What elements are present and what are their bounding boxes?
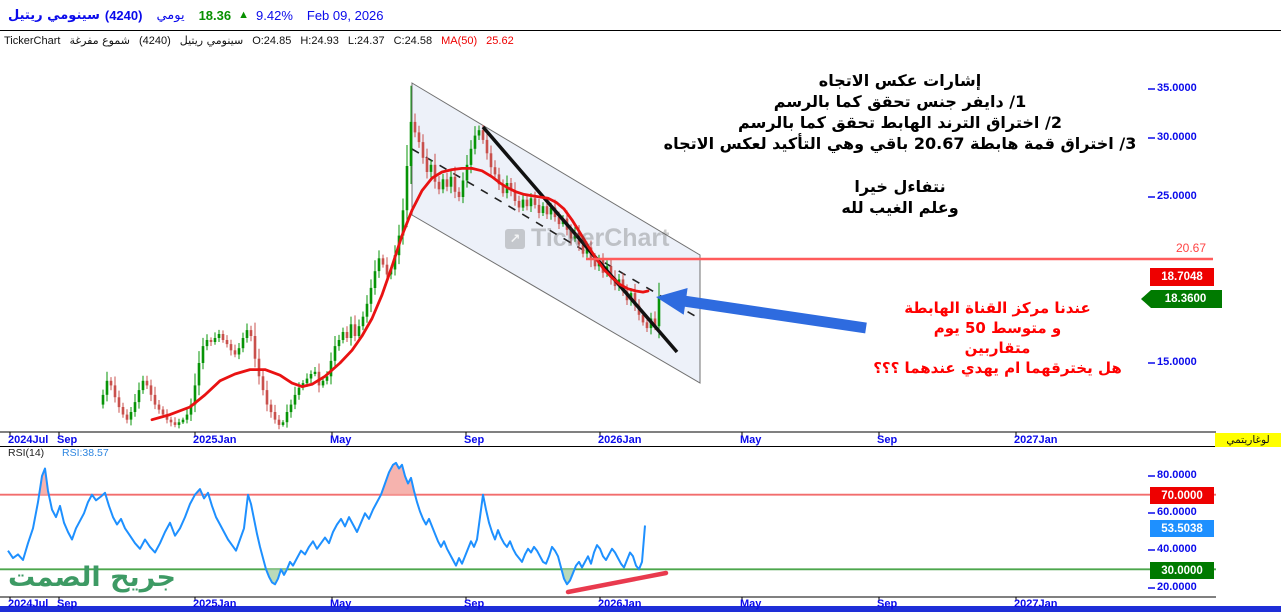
convergence-note: عندنا مركز القناة الهابطة و متوسط 50 يوم… bbox=[845, 298, 1150, 378]
rsi-indicator-label: RSI(14) bbox=[8, 447, 45, 459]
rsi-axis-label: 80.0000 bbox=[1157, 469, 1197, 481]
low-value: L:24.37 bbox=[347, 34, 385, 47]
divider-line bbox=[0, 30, 1281, 31]
rsi-overbought-marker: 70.0000 bbox=[1150, 487, 1214, 504]
ma-price-marker: 18.7048 bbox=[1150, 268, 1214, 286]
x-axis-label: 2026Jan bbox=[598, 598, 642, 610]
rsi-oversold-marker: 30.0000 bbox=[1150, 562, 1214, 579]
x-axis-label: Sep bbox=[877, 433, 898, 446]
close-value: C:24.58 bbox=[393, 34, 433, 47]
instrument-code: (4240) bbox=[138, 34, 171, 47]
x-axis-label: Sep bbox=[464, 598, 485, 610]
x-axis-label: May bbox=[330, 598, 352, 610]
signals-annotation: إشارات عكس الاتجاه 1/ دايفر جنس تحقق كما… bbox=[650, 70, 1150, 218]
ticker-code: (4240) bbox=[104, 7, 143, 23]
x-axis-label: 2025Jan bbox=[193, 433, 237, 446]
resistance-price-label: 20.67 bbox=[1176, 241, 1207, 255]
tickerchart-logo-icon: ↗ bbox=[505, 228, 525, 249]
x-axis-label: 2026Jan bbox=[598, 433, 642, 446]
optimism-line-1: نتفاءل خيرا bbox=[854, 177, 946, 196]
x-axis-label: 2027Jan bbox=[1014, 433, 1058, 446]
window-bottom-bar bbox=[0, 606, 1281, 612]
ma-value: 25.62 bbox=[486, 34, 514, 47]
note-line-4: هل يخترقهما ام يهدي عندهما ؟؟؟ bbox=[873, 359, 1122, 377]
x-axis-label: May bbox=[330, 433, 352, 446]
rsi-value-marker: 53.5038 bbox=[1150, 520, 1214, 537]
up-triangle-icon: ▲ bbox=[238, 9, 250, 21]
note-line-2: و متوسط 50 يوم bbox=[933, 319, 1062, 337]
signal-1: 1/ دايفر جنس تحقق كما بالرسم bbox=[773, 92, 1027, 111]
signal-2: 2/ اختراق الترند الهابط تحقق كما بالرسم bbox=[738, 113, 1062, 132]
change-percent: 9.42% bbox=[256, 7, 293, 23]
x-axis-label: May bbox=[740, 598, 762, 610]
optimism-line-2: وعلم الغيب لله bbox=[841, 198, 959, 217]
x-axis-label: Sep bbox=[877, 598, 898, 610]
chart-style-label: شموع مفرغة bbox=[69, 34, 130, 47]
rsi-axis-label: 40.0000 bbox=[1157, 543, 1197, 555]
price-axis-label: 25.0000 bbox=[1157, 190, 1197, 202]
instrument-name: سينومي ريتيل bbox=[179, 34, 244, 47]
x-axis-label: Sep bbox=[57, 433, 78, 446]
user-watermark: جريح الصمت bbox=[8, 562, 176, 593]
x-axis-label: May bbox=[740, 433, 762, 446]
x-axis-label: 2024Jul bbox=[8, 433, 49, 446]
high-value: H:24.93 bbox=[300, 34, 339, 47]
x-axis-label: 2027Jan bbox=[1014, 598, 1058, 610]
signals-title: إشارات عكس الاتجاه bbox=[818, 71, 982, 90]
price-axis-label: 35.0000 bbox=[1157, 82, 1197, 94]
rsi-axis-label: 60.0000 bbox=[1157, 506, 1197, 518]
ticker-name: سينومي ريتيل bbox=[8, 7, 100, 23]
rsi-current-value: RSI:38.57 bbox=[62, 447, 109, 459]
price-axis-label: 15.0000 bbox=[1157, 356, 1197, 368]
brand-label: TickerChart bbox=[4, 34, 61, 47]
open-value: O:24.85 bbox=[252, 34, 292, 47]
signal-3: 3/ اختراق قمة هابطة 20.67 باقي وهي التأك… bbox=[663, 134, 1137, 153]
log-scale-toggle[interactable]: لوغاريتمي bbox=[1215, 433, 1281, 447]
tickerchart-watermark: ↗ TickerChart bbox=[505, 224, 670, 253]
quote-date: Feb 09, 2026 bbox=[306, 7, 384, 23]
quote-bar: سينومي ريتيل (4240) يومي 18.36 ▲ 9.42% F… bbox=[0, 0, 1281, 30]
note-line-1: عندنا مركز القناة الهابطة bbox=[904, 299, 1091, 317]
x-axis-label: 2024Jul bbox=[8, 598, 49, 610]
x-axis-label: Sep bbox=[57, 598, 78, 610]
ma-label: MA(50) bbox=[441, 34, 478, 47]
ohlc-bar: TickerChart شموع مفرغة (4240) سينومي ريت… bbox=[0, 33, 1281, 48]
period-selector[interactable]: يومي bbox=[156, 7, 185, 23]
price-axis-label: 30.0000 bbox=[1157, 131, 1197, 143]
last-price: 18.36 bbox=[198, 7, 232, 23]
last-price-marker: 18.3600 bbox=[1141, 290, 1222, 308]
x-axis-label: 2025Jan bbox=[193, 598, 237, 610]
x-axis-label: Sep bbox=[464, 433, 485, 446]
note-line-3: متقاربين bbox=[964, 339, 1031, 357]
rsi-axis-label: 20.0000 bbox=[1157, 581, 1197, 593]
